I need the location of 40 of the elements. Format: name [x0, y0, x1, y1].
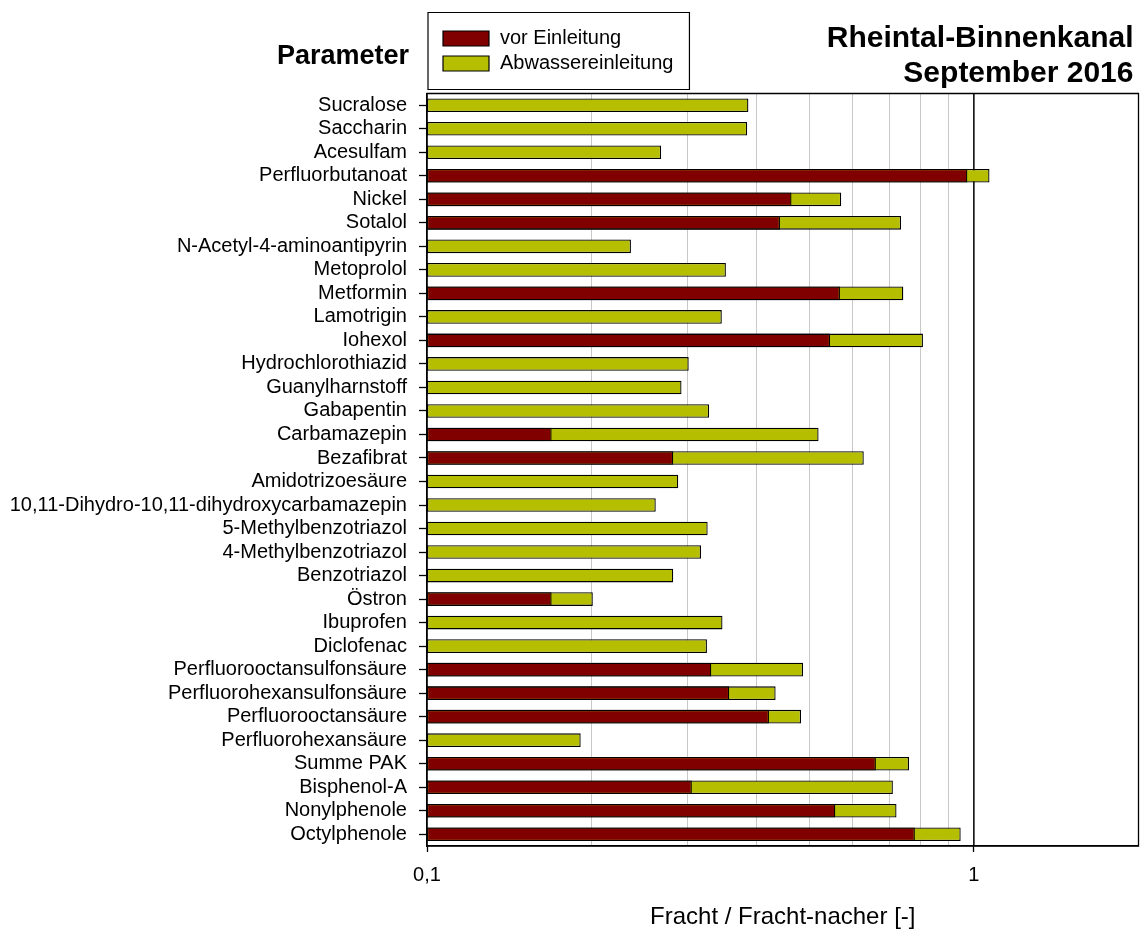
y-tick-label: Ibuprofen — [322, 610, 407, 633]
legend-label: Abwassereinleitung — [500, 51, 674, 74]
y-tick-label: Summe PAK — [294, 751, 408, 774]
y-tick-label: Hydrochlorothiazid — [241, 351, 407, 374]
chart-subtitle: September 2016 — [903, 54, 1134, 88]
y-tick-label: Guanylharnstoff — [266, 374, 408, 397]
y-tick-label: Octylphenole — [290, 821, 407, 844]
y-tick-label: Saccharin — [318, 116, 407, 139]
y-tick-label: Gabapentin — [303, 398, 407, 421]
y-tick-label: Metformin — [318, 280, 407, 303]
y-tick-label: Perfluorbutanoat — [259, 163, 408, 186]
y-tick-label: Carbamazepin — [276, 421, 407, 444]
y-tick-label: Amidotrizoesäure — [251, 469, 407, 492]
y-tick-label: N-Acetyl-4-aminoantipyrin — [176, 233, 407, 256]
y-tick-label: Perfluorooctansäure — [226, 704, 407, 727]
y-tick-label: Diclofenac — [313, 633, 407, 656]
legend-label: vor Einleitung — [500, 26, 622, 49]
x-tick-label: 0,1 — [413, 862, 441, 885]
y-tick-label: Nickel — [352, 186, 407, 209]
y-tick-label: 5-Methylbenzotriazol — [222, 516, 407, 539]
x-tick-label: 1 — [968, 862, 980, 885]
y-tick-label: Bisphenol-A — [299, 774, 408, 797]
y-tick-label: Sucralose — [318, 92, 407, 115]
y-tick-label: Perfluorooctansulfonsäure — [173, 657, 407, 680]
y-tick-label: Metoprolol — [313, 257, 407, 280]
y-tick-label: Lamotrigin — [313, 304, 407, 327]
y-tick-label: Perfluorohexansäure — [221, 727, 407, 750]
y-tick-label: 4-Methylbenzotriazol — [222, 539, 407, 562]
y-tick-label: Iohexol — [342, 327, 407, 350]
y-tick-label: Bezafibrat — [316, 445, 408, 468]
x-axis-title: Fracht / Fracht-nacher [-] — [650, 901, 916, 929]
y-tick-label: Perfluorohexansulfonsäure — [167, 680, 407, 703]
y-tick-label: Östron — [346, 586, 407, 609]
y-tick-label: Benzotriazol — [296, 563, 407, 586]
y-tick-label: Acesulfam — [313, 139, 407, 162]
y-tick-label: Sotalol — [345, 210, 407, 233]
y-tick-label: 10,11-Dihydro-10,11-dihydroxycarbamazepin — [9, 492, 407, 515]
y-axis-title: Parameter — [276, 39, 410, 70]
y-tick-label: Nonylphenole — [284, 798, 407, 821]
chart-title: Rheintal-Binnenkanal — [826, 19, 1134, 53]
